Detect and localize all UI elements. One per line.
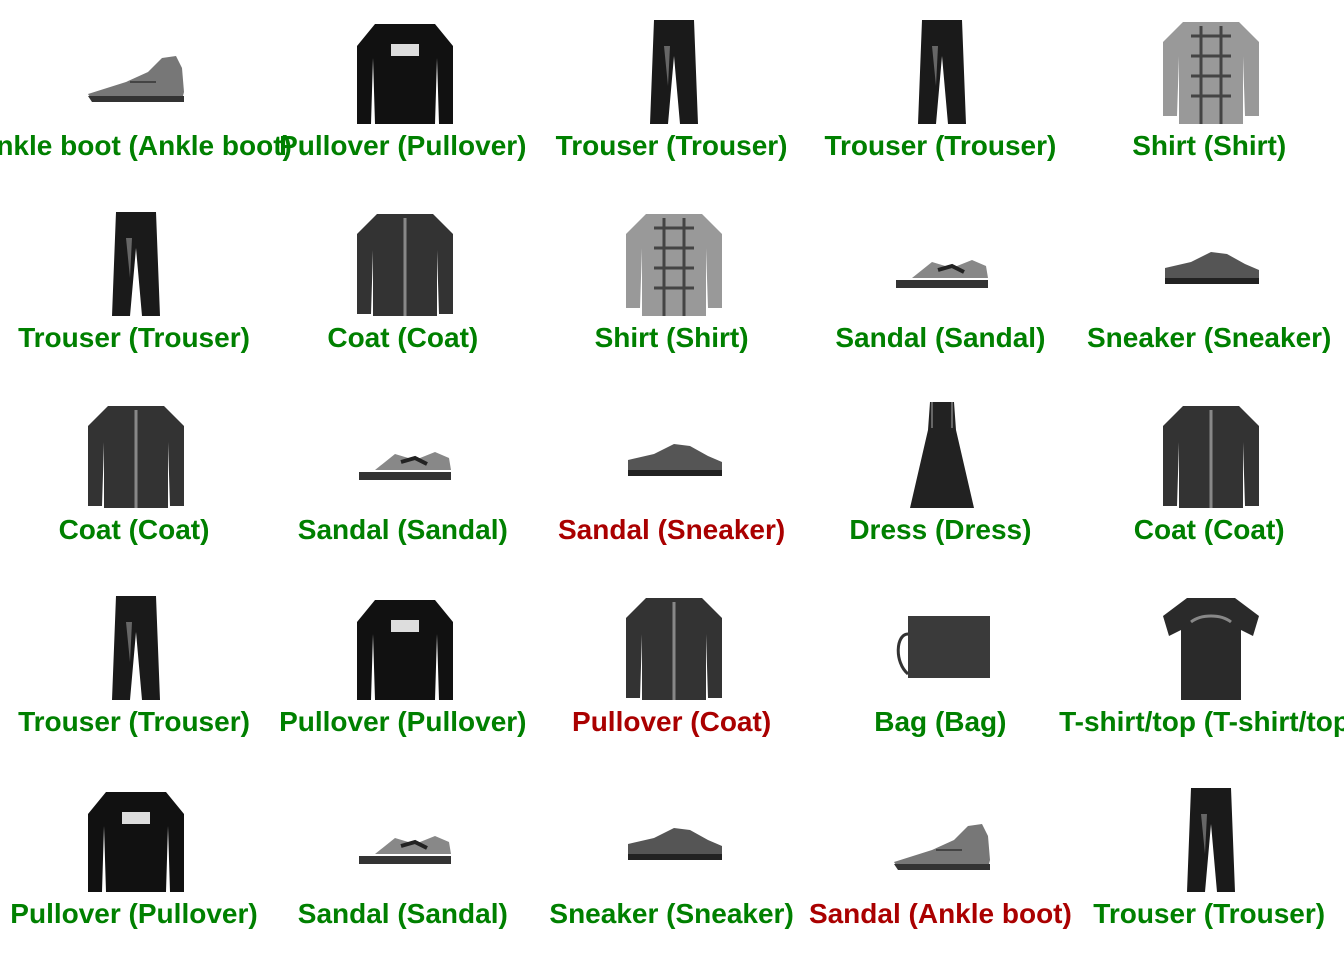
prediction-label-correct: Sneaker (Sneaker) — [549, 898, 794, 929]
prediction-label-correct: Sneaker (Sneaker) — [1087, 322, 1332, 353]
grid-cell: Coat (Coat) — [1075, 384, 1343, 576]
grid-cell: Trouser (Trouser) — [806, 0, 1074, 192]
prediction-label-correct: Trouser (Trouser) — [1093, 898, 1326, 929]
grid-cell: Shirt (Shirt) — [1075, 0, 1343, 192]
grid-cell: Pullover (Pullover) — [0, 768, 268, 960]
coat-icon — [1161, 400, 1261, 516]
sandal-icon — [355, 784, 455, 900]
grid-cell: Trouser (Trouser) — [538, 0, 806, 192]
dress-icon — [892, 400, 992, 516]
prediction-label-correct: Pullover (Pullover) — [279, 130, 527, 161]
grid-cell: Sandal (Sandal) — [806, 192, 1074, 384]
sandal-icon — [355, 400, 455, 516]
prediction-label-wrong: Pullover (Coat) — [572, 706, 772, 737]
grid-cell: Sneaker (Sneaker) — [538, 768, 806, 960]
trouser-icon — [86, 208, 186, 324]
sneaker-icon — [624, 784, 724, 900]
grid-cell: Dress (Dress) — [806, 384, 1074, 576]
grid-cell: Shirt (Shirt) — [538, 192, 806, 384]
sneaker-icon — [1161, 208, 1261, 324]
trouser-icon — [892, 16, 992, 132]
prediction-label-correct: Pullover (Pullover) — [279, 706, 527, 737]
coat-icon — [86, 400, 186, 516]
ankle-boot-icon — [892, 784, 992, 900]
grid-cell: Sandal (Sandal) — [269, 768, 537, 960]
prediction-label-correct: Trouser (Trouser) — [18, 322, 250, 353]
grid-cell: Trouser (Trouser) — [0, 576, 268, 768]
sandal-icon — [892, 208, 992, 324]
prediction-label-correct: Coat (Coat) — [327, 322, 479, 353]
prediction-label-correct: Trouser (Trouser) — [555, 130, 788, 161]
grid-cell: Coat (Coat) — [0, 384, 268, 576]
prediction-label-correct: Bag (Bag) — [874, 706, 1007, 737]
grid-cell: Sandal (Sandal) — [269, 384, 537, 576]
grid-cell: Trouser (Trouser) — [1075, 768, 1343, 960]
grid-cell: Pullover (Pullover) — [269, 576, 537, 768]
shirt-icon — [1161, 16, 1261, 132]
grid-cell: Sneaker (Sneaker) — [1075, 192, 1343, 384]
grid-cell: T-shirt/top (T-shirt/top) — [1059, 576, 1344, 768]
pullover-icon — [355, 592, 455, 708]
grid-cell: Bag (Bag) — [806, 576, 1074, 768]
grid-cell: Ankle boot (Ankle boot) — [0, 0, 292, 192]
prediction-label-correct: T-shirt/top (T-shirt/top) — [1059, 706, 1344, 737]
pullover-icon — [86, 784, 186, 900]
prediction-label-correct: Sandal (Sandal) — [297, 898, 508, 929]
prediction-label-correct: Trouser (Trouser) — [18, 706, 250, 737]
trouser-icon — [86, 592, 186, 708]
grid-cell: Sandal (Sneaker) — [538, 384, 806, 576]
grid-cell: Pullover (Pullover) — [269, 0, 537, 192]
prediction-label-correct: Trouser (Trouser) — [824, 130, 1057, 161]
grid-cell: Coat (Coat) — [269, 192, 537, 384]
sneaker-icon — [624, 400, 724, 516]
prediction-label-wrong: Sandal (Sneaker) — [557, 514, 786, 545]
grid-cell: Trouser (Trouser) — [0, 192, 268, 384]
grid-cell: Sandal (Ankle boot) — [806, 768, 1074, 960]
prediction-label-correct: Ankle boot (Ankle boot) — [0, 130, 292, 161]
grid-cell: Pullover (Coat) — [538, 576, 806, 768]
prediction-label-correct: Coat (Coat) — [1133, 514, 1285, 545]
shirt-icon — [624, 208, 724, 324]
coat-icon — [624, 592, 724, 708]
prediction-label-correct: Shirt (Shirt) — [1132, 130, 1287, 161]
prediction-label-correct: Pullover (Pullover) — [10, 898, 258, 929]
tshirt-icon — [1161, 592, 1261, 708]
trouser-icon — [1161, 784, 1261, 900]
prediction-label-correct: Sandal (Sandal) — [835, 322, 1046, 353]
pullover-icon — [355, 16, 455, 132]
trouser-icon — [624, 16, 724, 132]
ankle-boot-icon — [86, 16, 186, 132]
prediction-label-correct: Dress (Dress) — [849, 514, 1032, 545]
coat-icon — [355, 208, 455, 324]
bag-icon — [892, 592, 992, 708]
prediction-label-correct: Shirt (Shirt) — [594, 322, 749, 353]
prediction-label-correct: Coat (Coat) — [58, 514, 210, 545]
prediction-label-correct: Sandal (Sandal) — [297, 514, 508, 545]
prediction-label-wrong: Sandal (Ankle boot) — [808, 898, 1072, 929]
